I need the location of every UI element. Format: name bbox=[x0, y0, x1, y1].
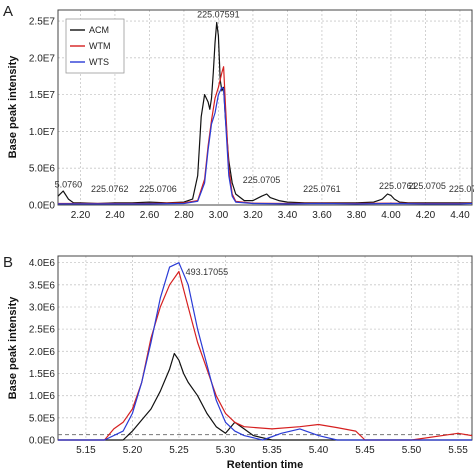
x-tick-label: 3.20 bbox=[243, 210, 263, 221]
grid-b bbox=[58, 256, 472, 441]
x-tick-label: 2.60 bbox=[140, 210, 160, 221]
x-tick-label: 3.00 bbox=[209, 210, 229, 221]
x-ticks-a: 2.20 2.40 2.60 2.80 3.00 3.20 3.40 3.60 3.80 4.00… bbox=[71, 210, 470, 221]
y-tick-label: 2.5E6 bbox=[29, 325, 56, 336]
annotations-b: 493.17055 bbox=[186, 267, 229, 277]
legend-a: ACM WTM WTS bbox=[65, 18, 125, 74]
annotation-label: 225.0706 bbox=[139, 184, 177, 194]
y-tick-label: 0.0E0 bbox=[29, 201, 56, 212]
plot-frame-a bbox=[57, 9, 473, 206]
annotation-label: 493.17055 bbox=[186, 267, 229, 277]
series-line-acm-b bbox=[58, 352, 472, 441]
panel-label-b: B bbox=[3, 254, 13, 271]
y-axis-label-a: Base peak intensity bbox=[7, 55, 19, 159]
x-tick-label: 4.40 bbox=[450, 210, 470, 221]
annotation-label: 225.0761 bbox=[303, 184, 341, 194]
legend-label-wts: WTS bbox=[89, 57, 109, 67]
annotation-label: 225.0762 bbox=[91, 184, 129, 194]
annotation-label: 225.0705 bbox=[243, 175, 281, 185]
annotation-label: 225.0705 bbox=[408, 181, 446, 191]
annotation-label: 5.0760 bbox=[55, 179, 83, 189]
x-tick-label: 5.25 bbox=[169, 445, 189, 456]
x-tick-label: 5.40 bbox=[309, 445, 329, 456]
x-axis-label-b: Retention time bbox=[227, 459, 303, 471]
x-tick-label: 2.20 bbox=[71, 210, 91, 221]
series-group-a bbox=[57, 21, 473, 205]
y-tick-label: 1.5E7 bbox=[29, 90, 56, 101]
x-tick-label: 5.35 bbox=[262, 445, 282, 456]
x-ticks-b: 5.15 5.20 5.25 5.30 5.35 5.40 5.45 5.50 5.55 bbox=[76, 445, 468, 456]
chart-panel-b: B 493.17055 0.0E0 5.0E5 1.0E6 1.5E6 2.0E6 2.5… bbox=[3, 254, 473, 471]
x-tick-label: 4.20 bbox=[416, 210, 436, 221]
series-group-b bbox=[58, 262, 473, 441]
y-ticks-a: 0.0E0 5.0E6 1.0E7 1.5E7 2.0E7 2.5E7 bbox=[29, 17, 56, 212]
y-ticks-b: 0.0E0 5.0E5 1.0E6 1.5E6 2.0E6 2.5E6 3.0E6 3.5E6… bbox=[29, 258, 56, 446]
y-tick-label: 0.0E0 bbox=[29, 436, 56, 447]
y-tick-label: 5.0E6 bbox=[29, 164, 56, 175]
series-line-wtm-b bbox=[58, 270, 473, 441]
x-tick-label: 3.40 bbox=[278, 210, 298, 221]
x-tick-label: 5.15 bbox=[76, 445, 96, 456]
y-tick-label: 2.0E7 bbox=[29, 53, 56, 64]
x-tick-label: 5.50 bbox=[402, 445, 422, 456]
annotation-label: 225.07591 bbox=[197, 9, 240, 19]
y-tick-label: 1.0E7 bbox=[29, 127, 56, 138]
plot-frame-b bbox=[57, 255, 473, 441]
x-tick-label: 3.80 bbox=[347, 210, 367, 221]
y-tick-label: 5.0E5 bbox=[29, 413, 56, 424]
series-line-wts-a bbox=[58, 86, 473, 205]
y-tick-label: 3.5E6 bbox=[29, 280, 56, 291]
y-tick-label: 1.5E6 bbox=[29, 369, 56, 380]
annotation-label: 225.0761 bbox=[379, 181, 417, 191]
legend-label-wtm: WTM bbox=[89, 41, 111, 51]
x-tick-label: 4.00 bbox=[381, 210, 401, 221]
chart-panel-a: A 225.07591 5.0760 225.0762 225.0706 225.070… bbox=[3, 3, 474, 221]
x-tick-label: 5.55 bbox=[448, 445, 468, 456]
y-tick-label: 2.0E6 bbox=[29, 347, 56, 358]
y-tick-label: 1.0E6 bbox=[29, 391, 56, 402]
x-tick-label: 3.60 bbox=[312, 210, 332, 221]
x-tick-label: 2.40 bbox=[105, 210, 125, 221]
x-tick-label: 5.20 bbox=[123, 445, 143, 456]
x-tick-label: 5.45 bbox=[355, 445, 375, 456]
y-tick-label: 3.0E6 bbox=[29, 302, 56, 313]
annotation-label: 225.076 bbox=[449, 184, 474, 194]
y-tick-label: 2.5E7 bbox=[29, 17, 56, 28]
x-tick-label: 2.80 bbox=[174, 210, 194, 221]
x-tick-label: 5.30 bbox=[216, 445, 236, 456]
y-axis-label-b: Base peak intensity bbox=[7, 296, 19, 400]
series-line-wts-b bbox=[58, 262, 472, 441]
panel-label-a: A bbox=[3, 3, 13, 20]
legend-label-acm: ACM bbox=[89, 25, 109, 35]
y-tick-label: 4.0E6 bbox=[29, 258, 56, 269]
